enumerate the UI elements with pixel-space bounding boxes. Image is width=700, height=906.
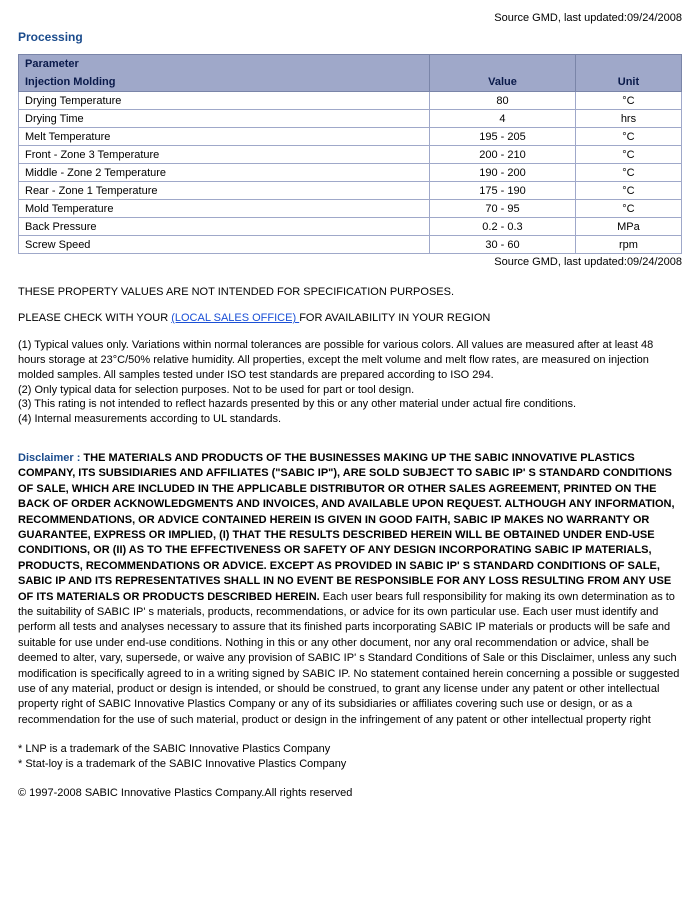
table-row: Drying Temperature80°C [19, 92, 682, 110]
copyright: © 1997-2008 SABIC Innovative Plastics Co… [18, 787, 682, 799]
param-cell: Screw Speed [19, 236, 430, 254]
table-header-value-blank [430, 55, 576, 74]
notice-availability-post: FOR AVAILABILITY IN YOUR REGION [299, 312, 490, 324]
param-cell: Drying Time [19, 110, 430, 128]
unit-cell: MPa [575, 218, 681, 236]
unit-cell: hrs [575, 110, 681, 128]
disclaimer-rest: Each user bears full responsibility for … [18, 591, 679, 726]
footnotes: (1) Typical values only. Variations with… [18, 338, 682, 427]
value-cell: 195 - 205 [430, 128, 576, 146]
table-row: Back Pressure0.2 - 0.3MPa [19, 218, 682, 236]
unit-cell: °C [575, 182, 681, 200]
table-row: Front - Zone 3 Temperature200 - 210°C [19, 146, 682, 164]
table-row: Rear - Zone 1 Temperature175 - 190°C [19, 182, 682, 200]
disclaimer: Disclaimer : THE MATERIALS AND PRODUCTS … [18, 451, 682, 728]
trademarks: * LNP is a trademark of the SABIC Innova… [18, 742, 682, 773]
footnote-line: (3) This rating is not intended to refle… [18, 397, 682, 412]
param-cell: Melt Temperature [19, 128, 430, 146]
param-cell: Middle - Zone 2 Temperature [19, 164, 430, 182]
param-cell: Drying Temperature [19, 92, 430, 110]
notice-spec: THESE PROPERTY VALUES ARE NOT INTENDED F… [18, 286, 682, 298]
table-header-param-sub: Injection Molding [19, 73, 430, 92]
value-cell: 4 [430, 110, 576, 128]
table-row: Melt Temperature195 - 205°C [19, 128, 682, 146]
notice-availability: PLEASE CHECK WITH YOUR (LOCAL SALES OFFI… [18, 312, 682, 324]
footnote-line: (4) Internal measurements according to U… [18, 412, 682, 427]
param-cell: Back Pressure [19, 218, 430, 236]
table-row: Mold Temperature70 - 95°C [19, 200, 682, 218]
value-cell: 200 - 210 [430, 146, 576, 164]
trademark-line: * LNP is a trademark of the SABIC Innova… [18, 742, 682, 757]
unit-cell: °C [575, 146, 681, 164]
source-under: Source GMD, last updated:09/24/2008 [18, 256, 682, 268]
disclaimer-label: Disclaimer : [18, 452, 83, 464]
disclaimer-bold: THE MATERIALS AND PRODUCTS OF THE BUSINE… [18, 452, 675, 603]
unit-cell: °C [575, 200, 681, 218]
local-sales-office-link[interactable]: (LOCAL SALES OFFICE) [171, 312, 299, 324]
table-header-unit: Unit [575, 73, 681, 92]
unit-cell: °C [575, 128, 681, 146]
footnote-line: (2) Only typical data for selection purp… [18, 383, 682, 398]
processing-table: Parameter Injection Molding Value Unit D… [18, 54, 682, 254]
table-header-value: Value [430, 73, 576, 92]
value-cell: 0.2 - 0.3 [430, 218, 576, 236]
unit-cell: rpm [575, 236, 681, 254]
param-cell: Front - Zone 3 Temperature [19, 146, 430, 164]
table-row: Middle - Zone 2 Temperature190 - 200°C [19, 164, 682, 182]
value-cell: 80 [430, 92, 576, 110]
value-cell: 30 - 60 [430, 236, 576, 254]
param-cell: Mold Temperature [19, 200, 430, 218]
unit-cell: °C [575, 164, 681, 182]
trademark-line: * Stat-loy is a trademark of the SABIC I… [18, 757, 682, 772]
value-cell: 175 - 190 [430, 182, 576, 200]
table-header-param-top: Parameter [19, 55, 430, 74]
section-title: Processing [18, 30, 682, 44]
table-row: Drying Time4hrs [19, 110, 682, 128]
table-header-unit-blank [575, 55, 681, 74]
source-top: Source GMD, last updated:09/24/2008 [18, 12, 682, 24]
value-cell: 190 - 200 [430, 164, 576, 182]
param-cell: Rear - Zone 1 Temperature [19, 182, 430, 200]
footnote-line: (1) Typical values only. Variations with… [18, 338, 682, 383]
table-row: Screw Speed30 - 60rpm [19, 236, 682, 254]
notice-availability-pre: PLEASE CHECK WITH YOUR [18, 312, 171, 324]
value-cell: 70 - 95 [430, 200, 576, 218]
unit-cell: °C [575, 92, 681, 110]
